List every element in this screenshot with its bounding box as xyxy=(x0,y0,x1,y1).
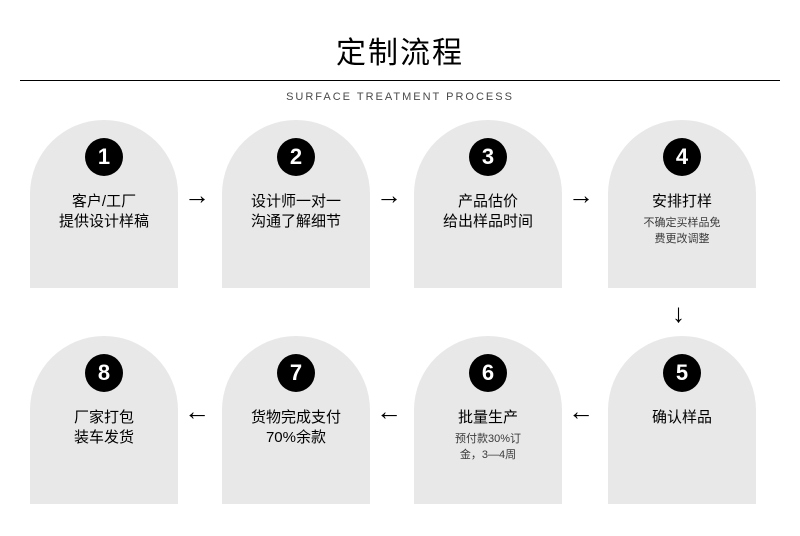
step-badge-4: 4 xyxy=(663,138,701,176)
step-title-7: 货物完成支付70%余款 xyxy=(245,408,347,449)
arrow-icon: → xyxy=(376,182,402,208)
arrow-icon: → xyxy=(184,182,210,208)
step-sub-6: 预付款30%订金，3—4周 xyxy=(445,432,531,463)
arrow-icon: ← xyxy=(376,398,402,424)
arrow-icon: ← xyxy=(184,398,210,424)
step-2: 2 设计师一对一沟通了解细节 xyxy=(222,120,370,288)
page-subtitle: SURFACE TREATMENT PROCESS xyxy=(0,91,800,103)
step-title-4: 安排打样 xyxy=(646,192,718,212)
step-title-2: 设计师一对一沟通了解细节 xyxy=(245,192,347,233)
step-6: 6 批量生产预付款30%订金，3—4周 xyxy=(414,336,562,504)
step-badge-8: 8 xyxy=(85,354,123,392)
step-sub-4: 不确定买样品免费更改调整 xyxy=(634,216,731,247)
step-title-5: 确认样品 xyxy=(646,408,718,428)
arrow-icon: ← xyxy=(568,398,594,424)
arrow-icon: ↓ xyxy=(672,300,685,326)
step-1: 1 客户/工厂提供设计样稿 xyxy=(30,120,178,288)
step-badge-1: 1 xyxy=(85,138,123,176)
step-badge-3: 3 xyxy=(469,138,507,176)
step-7: 7 货物完成支付70%余款 xyxy=(222,336,370,504)
step-badge-2: 2 xyxy=(277,138,315,176)
header-divider xyxy=(20,80,780,81)
step-title-3: 产品估价给出样品时间 xyxy=(437,192,539,233)
step-badge-6: 6 xyxy=(469,354,507,392)
step-4: 4 安排打样不确定买样品免费更改调整 xyxy=(608,120,756,288)
header: 定制流程 SURFACE TREATMENT PROCESS xyxy=(0,0,800,103)
step-badge-7: 7 xyxy=(277,354,315,392)
step-title-8: 厂家打包装车发货 xyxy=(68,408,140,449)
arrow-icon: → xyxy=(568,182,594,208)
page-title: 定制流程 xyxy=(0,28,800,72)
step-3: 3 产品估价给出样品时间 xyxy=(414,120,562,288)
step-5: 5 确认样品 xyxy=(608,336,756,504)
step-title-1: 客户/工厂提供设计样稿 xyxy=(53,192,155,233)
step-title-6: 批量生产 xyxy=(452,408,524,428)
step-badge-5: 5 xyxy=(663,354,701,392)
step-8: 8 厂家打包装车发货 xyxy=(30,336,178,504)
